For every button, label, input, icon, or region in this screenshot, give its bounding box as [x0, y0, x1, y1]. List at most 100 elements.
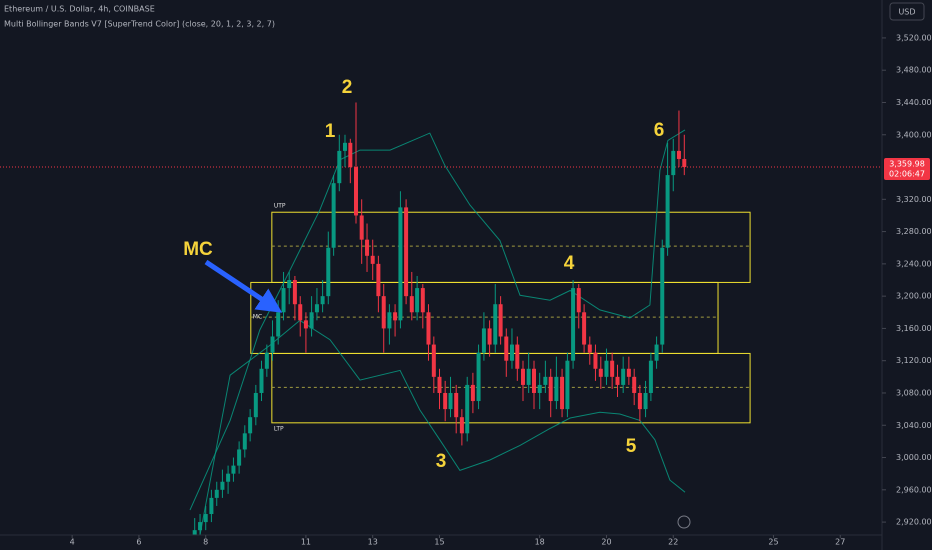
- candle-body: [626, 368, 631, 377]
- y-tick-label: 3,240.00: [896, 259, 932, 268]
- zone-label: MC: [253, 314, 262, 321]
- candle-body: [476, 352, 481, 402]
- candle-body: [370, 255, 375, 264]
- candle-body: [264, 352, 269, 369]
- annotation: 5: [626, 436, 637, 457]
- candle-body: [498, 304, 503, 337]
- zone-label: UTP: [274, 203, 286, 210]
- y-tick-label: 2,960.00: [896, 485, 932, 494]
- candle-body: [465, 384, 470, 434]
- candle-body: [532, 368, 537, 393]
- x-tick-label: 15: [434, 538, 444, 547]
- currency-button[interactable]: [889, 2, 925, 21]
- candle-body: [237, 449, 242, 466]
- chart-title: Ethereum / U.S. Dollar, 4h, COINBASE: [4, 5, 155, 14]
- candle-body: [560, 376, 565, 410]
- x-tick-label: 27: [835, 538, 845, 547]
- y-tick-label: 3,160.00: [896, 324, 932, 333]
- candle-body: [393, 312, 398, 321]
- candle-body: [420, 288, 425, 313]
- candle-body: [242, 433, 247, 450]
- candle-body: [381, 296, 386, 329]
- candle-body: [481, 328, 486, 353]
- x-tick-label: 25: [768, 538, 778, 547]
- candle-body: [314, 304, 319, 313]
- candle-body: [287, 280, 292, 289]
- candle-body: [576, 288, 581, 313]
- candle-body: [487, 328, 492, 345]
- candle-body: [376, 263, 381, 297]
- candle-body: [231, 465, 236, 474]
- candle-body: [682, 158, 687, 168]
- candle-body: [354, 167, 359, 216]
- y-tick-label: 3,040.00: [896, 421, 932, 430]
- candle-body: [337, 150, 342, 184]
- candle-body: [331, 183, 336, 248]
- candle-body: [298, 304, 303, 321]
- band-line: [189, 129, 686, 511]
- x-tick-label: 22: [668, 538, 678, 547]
- y-tick-label: 3,400.00: [896, 130, 932, 139]
- candle-body: [192, 530, 197, 535]
- plot-area: UTP MC LTP: [0, 102, 882, 535]
- candle-body: [303, 320, 308, 329]
- candle-body: [515, 344, 520, 369]
- candle-body: [643, 392, 648, 410]
- candle-body: [220, 481, 225, 490]
- candle-body: [621, 368, 626, 385]
- candle-body: [582, 312, 587, 345]
- y-tick-label: 3,200.00: [896, 292, 932, 301]
- annotation: 1: [325, 121, 336, 142]
- candle-body: [281, 288, 286, 313]
- arrow: [204, 259, 283, 313]
- y-tick-label: 3,320.00: [896, 195, 932, 204]
- candle-body: [253, 392, 258, 418]
- candle-body: [504, 336, 509, 361]
- candle-body: [537, 384, 542, 393]
- candle-body: [443, 392, 448, 410]
- candle-body: [448, 392, 453, 410]
- countdown: 02:06:47: [889, 170, 925, 179]
- candle-body: [637, 392, 642, 410]
- candle-body: [632, 376, 637, 393]
- candle-body: [565, 360, 570, 410]
- candle-body: [459, 417, 464, 434]
- candle-body: [454, 392, 459, 418]
- currency-label[interactable]: USD: [898, 8, 915, 17]
- candle-body: [426, 312, 431, 345]
- candle-body: [671, 150, 676, 176]
- candle-body: [409, 296, 414, 313]
- x-tick-label: 11: [301, 538, 311, 547]
- candle-body: [548, 376, 553, 402]
- candle-body: [276, 312, 281, 337]
- candle-body: [415, 288, 420, 313]
- candle-body: [320, 296, 325, 305]
- candle-body: [437, 376, 442, 393]
- annotation: 3: [436, 451, 447, 472]
- price-label: 3,359.98: [889, 160, 925, 169]
- candle-body: [214, 489, 219, 498]
- icon: [677, 515, 691, 529]
- candle-body: [604, 360, 609, 377]
- y-tick-label: 3,520.00: [896, 33, 932, 42]
- annotation: MC: [183, 239, 213, 260]
- candle-body: [198, 522, 203, 531]
- candle-body: [292, 280, 297, 305]
- zone-label: LTP: [274, 425, 284, 432]
- candle-body: [676, 150, 681, 159]
- y-tick-label: 3,120.00: [896, 356, 932, 365]
- candle-body: [526, 368, 531, 385]
- candle-body: [520, 368, 525, 385]
- annotation: 2: [342, 77, 353, 98]
- candle-body: [470, 384, 475, 402]
- candle-body: [493, 304, 498, 345]
- x-tick-label: 8: [203, 538, 208, 547]
- candle-body: [203, 514, 208, 523]
- candle-body: [593, 352, 598, 369]
- x-tick-label: 13: [368, 538, 378, 547]
- candle-body: [665, 175, 670, 248]
- candle-body: [259, 368, 264, 393]
- y-tick-label: 2,920.00: [896, 518, 932, 527]
